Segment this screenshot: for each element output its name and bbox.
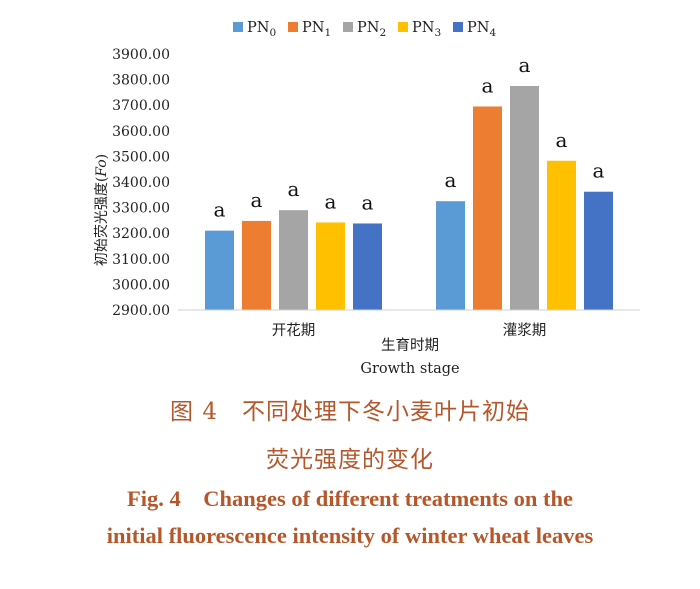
bar-pn4-2	[584, 191, 613, 310]
significance-label: a	[251, 188, 263, 212]
legend-swatch	[398, 22, 408, 32]
significance-label: a	[362, 190, 374, 214]
legend: PN0 PN1 PN2 PN3 PN4	[233, 20, 496, 39]
legend-swatch	[233, 22, 243, 32]
y-tick-label: 2900.00	[112, 303, 170, 319]
y-tick-label: 3400.00	[112, 175, 170, 191]
y-axis-label-text: 初始荧光强度	[93, 182, 110, 266]
bar-pn3-2	[547, 160, 576, 310]
caption-cn-line-2: 荧光强度的变化	[266, 447, 434, 473]
bar-pn4-1	[353, 223, 382, 310]
bar-pn2-1	[279, 210, 308, 310]
caption-cn-line-1: 图 4 不同处理下冬小麦叶片初始	[170, 399, 530, 425]
significance-label: a	[593, 159, 605, 183]
legend-label: PN3	[412, 20, 441, 39]
bars: a a a a a a a a a a	[205, 53, 613, 310]
bar-chart: PN0 PN1 PN2 PN3 PN4 2900.00 3000.00 3100.00 320…	[93, 20, 640, 377]
y-tick-label: 3600.00	[112, 124, 170, 140]
bar-pn1-2	[473, 106, 502, 310]
legend-swatch	[453, 22, 463, 32]
significance-label: a	[288, 177, 300, 201]
significance-label: a	[519, 53, 531, 77]
legend-label: PN4	[467, 20, 496, 39]
significance-label: a	[325, 189, 337, 213]
legend-label: PN1	[302, 20, 331, 39]
legend-label: PN0	[247, 20, 276, 39]
y-tick-label: 3300.00	[112, 201, 170, 217]
y-axis-label: 初始荧光强度(Fo)	[93, 154, 110, 266]
x-category-label: 灌浆期	[503, 321, 547, 339]
y-axis: 2900.00 3000.00 3100.00 3200.00 3300.00 3400.…	[112, 47, 170, 319]
significance-label: a	[445, 168, 457, 192]
y-tick-label: 3000.00	[112, 277, 170, 293]
y-tick-label: 3900.00	[112, 47, 170, 63]
legend-label: PN2	[357, 20, 386, 39]
significance-label: a	[556, 128, 568, 152]
y-tick-label: 3100.00	[112, 252, 170, 268]
caption-en-line-2: initial fluorescence intensity of winter…	[106, 523, 594, 548]
caption-en-line-1: Fig. 4 Changes of different treatments o…	[127, 486, 573, 511]
legend-swatch	[343, 22, 353, 32]
y-tick-label: 3800.00	[112, 73, 170, 89]
bar-pn0-1	[205, 230, 234, 310]
y-axis-label-symbol: Fo	[94, 159, 110, 177]
x-axis-label-en: Growth stage	[360, 361, 459, 377]
bar-pn1-1	[242, 220, 271, 310]
x-category-label: 开花期	[272, 322, 316, 339]
bar-pn2-2	[510, 86, 539, 310]
legend-swatch	[288, 22, 298, 32]
y-tick-label: 3200.00	[112, 226, 170, 242]
x-axis-label-cn: 生育时期	[381, 337, 439, 354]
significance-label: a	[214, 198, 226, 222]
significance-label: a	[482, 73, 494, 97]
bar-pn0-2	[436, 201, 465, 310]
x-axis: 开花期 灌浆期	[178, 309, 640, 339]
y-tick-label: 3500.00	[112, 149, 170, 165]
y-tick-label: 3700.00	[112, 98, 170, 114]
bar-pn3-1	[316, 222, 345, 310]
